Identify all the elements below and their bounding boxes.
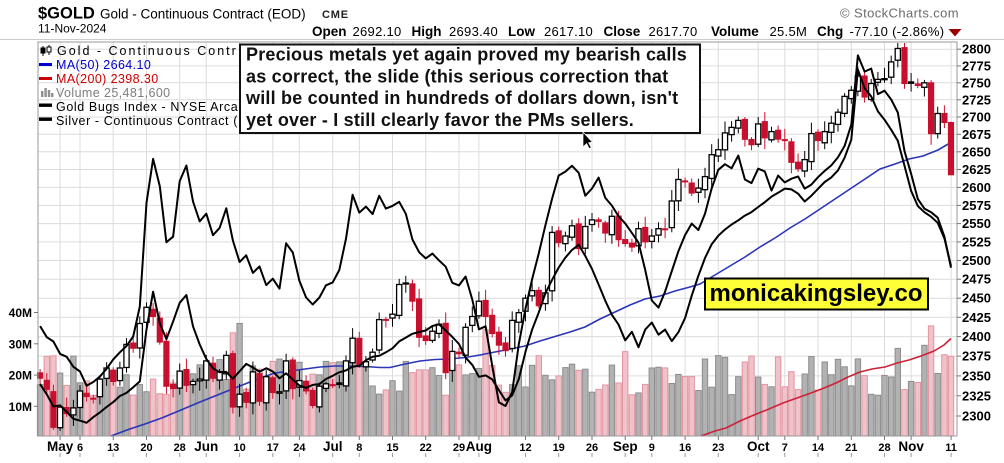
svg-text:10M: 10M <box>9 400 32 414</box>
svg-text:2375: 2375 <box>962 349 991 364</box>
svg-text:17: 17 <box>267 442 279 454</box>
svg-text:2617.70: 2617.70 <box>649 24 698 39</box>
svg-text:2350: 2350 <box>962 368 991 383</box>
svg-text:21: 21 <box>845 442 857 454</box>
svg-text:15: 15 <box>386 442 398 454</box>
svg-text:MA(200) 2398.30: MA(200) 2398.30 <box>56 72 159 86</box>
svg-text:25.5M: 25.5M <box>770 24 808 39</box>
svg-text:2700: 2700 <box>962 110 991 125</box>
svg-text:2750: 2750 <box>962 75 991 90</box>
svg-text:2325: 2325 <box>962 388 991 403</box>
svg-text:2800: 2800 <box>962 42 991 57</box>
svg-text:2617.10: 2617.10 <box>544 24 593 39</box>
svg-text:yet over - I still clearly fav: yet over - I still clearly favor the PMs… <box>246 110 634 130</box>
svg-text:Gold - Continuous Contract (EO: Gold - Continuous Contract (EOD) <box>100 7 306 22</box>
svg-text:30M: 30M <box>9 337 32 351</box>
svg-text:2525: 2525 <box>962 234 991 249</box>
svg-text:Jul: Jul <box>323 439 343 454</box>
svg-text:will be counted in hundreds of: will be counted in hundreds of dollars d… <box>245 88 678 108</box>
svg-text:7: 7 <box>782 442 788 454</box>
svg-text:Gold Bugs Index - NYSE Arca I: Gold Bugs Index - NYSE Arca I <box>56 100 246 114</box>
svg-text:-77.10 (-2.86%): -77.10 (-2.86%) <box>850 24 945 39</box>
svg-text:29: 29 <box>453 442 465 454</box>
svg-text:2475: 2475 <box>962 272 991 287</box>
svg-text:Close: Close <box>604 24 641 39</box>
svg-text:12: 12 <box>519 442 531 454</box>
svg-text:8: 8 <box>356 442 362 454</box>
svg-text:16: 16 <box>679 442 691 454</box>
svg-text:24: 24 <box>293 442 306 454</box>
svg-text:MA(50) 2664.10: MA(50) 2664.10 <box>56 58 151 72</box>
svg-text:2693.40: 2693.40 <box>449 24 498 39</box>
svg-text:Low: Low <box>508 24 535 39</box>
svg-text:2550: 2550 <box>962 216 991 231</box>
svg-text:2625: 2625 <box>962 162 991 177</box>
svg-text:2425: 2425 <box>962 310 991 325</box>
svg-text:28: 28 <box>878 442 890 454</box>
svg-text:monicakingsley.co: monicakingsley.co <box>710 280 923 307</box>
svg-text:10: 10 <box>233 442 245 454</box>
svg-text:Nov: Nov <box>898 439 924 454</box>
svg-text:2600: 2600 <box>962 180 991 195</box>
svg-text:9: 9 <box>649 442 655 454</box>
svg-text:Volume 25,481,600: Volume 25,481,600 <box>56 86 171 100</box>
svg-text:2650: 2650 <box>962 144 991 159</box>
svg-text:2450: 2450 <box>962 291 991 306</box>
svg-text:23: 23 <box>712 442 724 454</box>
svg-text:40M: 40M <box>9 306 32 320</box>
svg-text:© StockCharts.com: © StockCharts.com <box>840 6 959 21</box>
svg-text:Jun: Jun <box>194 439 218 454</box>
svg-text:Oct: Oct <box>747 439 770 454</box>
svg-text:28: 28 <box>174 442 186 454</box>
svg-text:13: 13 <box>107 442 119 454</box>
svg-text:2400: 2400 <box>962 329 991 344</box>
svg-text:Precious metals yet again prov: Precious metals yet again proved my bear… <box>246 45 687 65</box>
svg-text:22: 22 <box>420 442 432 454</box>
svg-text:CME: CME <box>322 9 349 21</box>
svg-text:Silver - Continuous Contract (: Silver - Continuous Contract (E <box>56 114 247 128</box>
svg-text:2675: 2675 <box>962 127 991 142</box>
svg-text:6: 6 <box>77 442 83 454</box>
svg-text:Aug: Aug <box>466 439 492 454</box>
svg-text:Sep: Sep <box>613 439 638 454</box>
svg-text:2575: 2575 <box>962 198 991 213</box>
svg-text:2725: 2725 <box>962 92 991 107</box>
svg-text:14: 14 <box>812 442 825 454</box>
svg-text:$GOLD: $GOLD <box>38 5 95 23</box>
svg-text:19: 19 <box>553 442 565 454</box>
svg-text:11-Nov-2024: 11-Nov-2024 <box>38 22 107 36</box>
svg-text:20: 20 <box>140 442 152 454</box>
svg-text:2692.10: 2692.10 <box>353 24 402 39</box>
svg-text:26: 26 <box>586 442 598 454</box>
svg-text:2500: 2500 <box>962 253 991 268</box>
svg-text:as correct, the slide (this se: as correct, the slide (this serious corr… <box>246 66 668 86</box>
svg-text:Volume: Volume <box>711 24 759 39</box>
svg-text:Open: Open <box>312 24 347 39</box>
svg-text:2300: 2300 <box>962 409 991 424</box>
svg-text:2775: 2775 <box>962 58 991 73</box>
svg-text:High: High <box>412 24 442 39</box>
svg-text:May: May <box>47 439 74 454</box>
svg-text:11: 11 <box>945 442 957 454</box>
svg-text:Chg: Chg <box>817 24 843 39</box>
svg-text:Gold - Continuous Contr: Gold - Continuous Contr <box>57 44 238 58</box>
svg-text:20M: 20M <box>9 369 32 383</box>
